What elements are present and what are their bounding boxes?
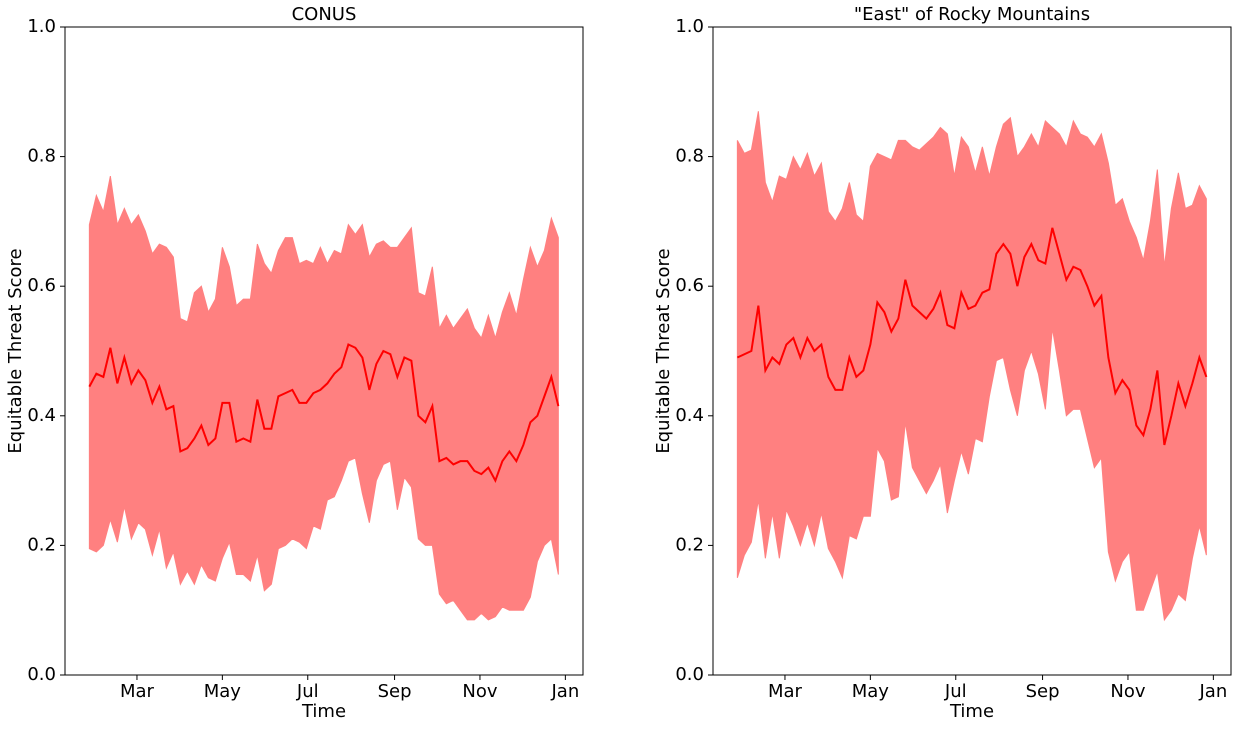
y-axis-label: Equitable Threat Score — [5, 248, 26, 453]
x-tick-label: Jan — [550, 681, 579, 702]
y-tick-label: 0.2 — [675, 534, 704, 555]
line — [736, 227, 1208, 446]
x-axis-label: Time — [301, 701, 346, 722]
x-tick-label: Mar — [120, 681, 155, 702]
chart-title: CONUS — [292, 4, 357, 25]
axes-frame — [64, 26, 584, 676]
x-axis-label: Time — [949, 701, 994, 722]
x-tick-label: Mar — [768, 681, 803, 702]
x-tick-label: Sep — [1026, 681, 1060, 702]
y-tick-label: 1.0 — [27, 16, 56, 37]
x-tick-label: May — [852, 681, 890, 702]
y-axis-label: Equitable Threat Score — [653, 248, 674, 453]
y-tick-label: 0.6 — [675, 275, 704, 296]
line — [88, 343, 560, 484]
y-tick-label: 0.8 — [27, 146, 56, 167]
axes-frame — [712, 26, 1232, 676]
y-tick-label: 0.6 — [27, 275, 56, 296]
y-tick-label: 0.8 — [675, 146, 704, 167]
x-tick-label: Sep — [378, 681, 412, 702]
y-tick-label: 0.0 — [675, 664, 704, 685]
band — [88, 175, 559, 621]
x-tick-label: Nov — [462, 681, 497, 702]
y-tick-label: 0.2 — [27, 534, 56, 555]
y-tick-label: 0.4 — [27, 405, 56, 426]
x-tick-label: Jul — [296, 681, 319, 702]
chart-title: "East" of Rocky Mountains — [854, 4, 1090, 25]
x-tick-label: May — [204, 681, 242, 702]
x-tick-label: Jul — [944, 681, 967, 702]
y-tick-label: 1.0 — [675, 16, 704, 37]
y-tick-label: 0.4 — [675, 405, 704, 426]
band — [736, 111, 1207, 622]
y-tick-label: 0.0 — [27, 664, 56, 685]
x-tick-label: Nov — [1110, 681, 1145, 702]
x-tick-label: Jan — [1198, 681, 1227, 702]
